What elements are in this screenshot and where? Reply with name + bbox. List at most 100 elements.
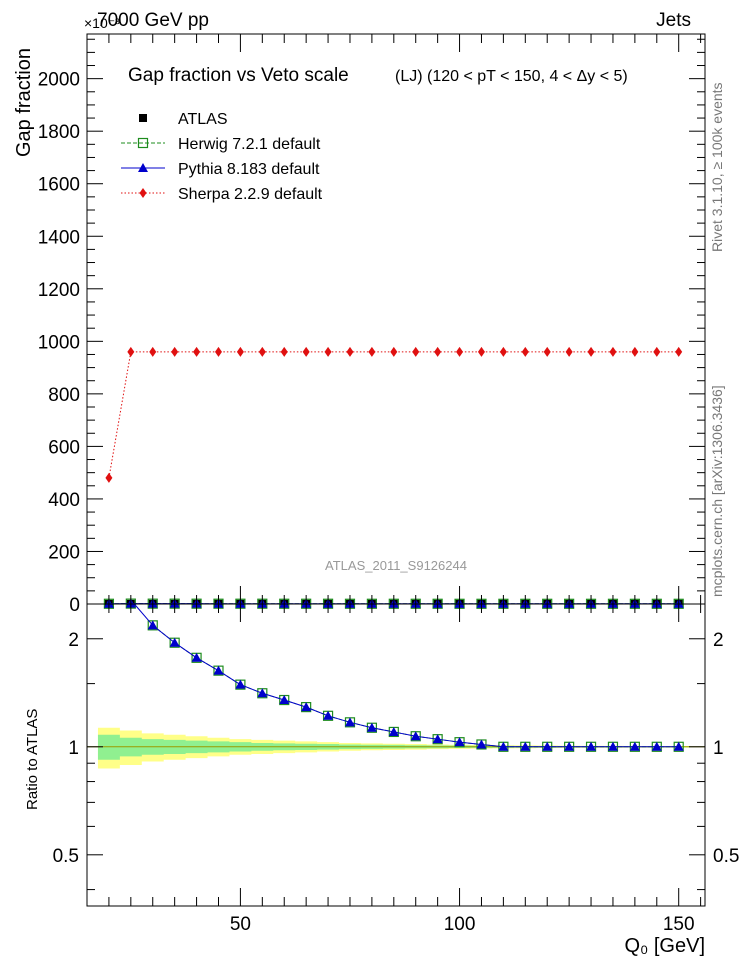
main-y-axis-label: Gap fraction <box>13 48 35 157</box>
category-label: Jets <box>656 10 691 31</box>
main-point-sherpa <box>346 346 354 357</box>
main-y-tick-label: 1000 <box>38 332 80 353</box>
ratio-y-axis-label: Ratio to ATLAS <box>24 709 41 810</box>
x-tick-label: 100 <box>444 914 476 935</box>
mcplots-side-label: mcplots.cern.ch [arXiv:1306.3436] <box>709 385 725 597</box>
main-point-sherpa <box>171 346 179 357</box>
main-point-sherpa <box>609 346 617 357</box>
main-point-sherpa <box>653 346 661 357</box>
analysis-watermark: ATLAS_2011_S9126244 <box>325 558 467 573</box>
main-point-sherpa <box>127 346 135 357</box>
main-y-tick-label: 1200 <box>38 280 80 301</box>
exponent-label: ×10⁻³ <box>84 15 120 31</box>
ratio-point-pythia <box>542 741 553 751</box>
ratio-line-pythia-clip <box>133 603 154 626</box>
ratio-y-tick-label-right: 0.5 <box>713 846 739 867</box>
ratio-point-pythia <box>235 679 246 689</box>
main-point-sherpa <box>675 346 683 357</box>
main-point-sherpa <box>587 346 595 357</box>
ratio-point-pythia <box>673 741 684 751</box>
ratio-point-pythia <box>564 741 575 751</box>
main-point-sherpa <box>434 346 442 357</box>
main-point-sherpa <box>631 346 639 357</box>
x-tick-label: 50 <box>230 914 251 935</box>
main-point-sherpa <box>236 346 244 357</box>
main-point-sherpa <box>565 346 573 357</box>
main-point-sherpa <box>214 346 222 357</box>
rivet-side-label: Rivet 3.1.10, ≥ 100k events <box>709 82 725 252</box>
main-point-sherpa <box>105 472 113 483</box>
main-point-sherpa <box>499 346 507 357</box>
ratio-point-pythia <box>323 710 334 720</box>
ratio-point-pythia <box>476 739 487 749</box>
main-point-sherpa <box>324 346 332 357</box>
axis-ticks: 0 200 400 600 800 1000 1200 1400 1600 1800 2000 0.5… <box>38 34 739 935</box>
ratio-point-pythia <box>169 637 180 647</box>
ratio-point-pythia <box>410 731 421 741</box>
ratio-y-tick-label-right: 2 <box>713 630 724 651</box>
legend-marker-atlas <box>139 114 147 122</box>
main-point-sherpa <box>193 346 201 357</box>
main-y-tick-label: 1600 <box>38 175 80 196</box>
ratio-point-pythia <box>344 717 355 727</box>
main-point-sherpa <box>543 346 551 357</box>
ratio-plot-frame <box>86 603 706 907</box>
ratio-point-pythia <box>388 726 399 736</box>
main-point-sherpa <box>412 346 420 357</box>
legend-marker-sherpa <box>139 188 147 198</box>
legend-marker-herwig <box>137 137 149 149</box>
main-point-sherpa <box>258 346 266 357</box>
chart-subtitle: (LJ) (120 < pT < 150, 4 < Δy < 5) <box>395 68 628 85</box>
ratio-point-pythia <box>279 695 290 705</box>
main-point-sherpa <box>302 346 310 357</box>
legend-label-pythia: Pythia 8.183 default <box>178 161 320 178</box>
ratio-point-pythia <box>213 665 224 675</box>
x-tick-label: 150 <box>663 914 695 935</box>
main-point-sherpa <box>149 346 157 357</box>
ratio-point-pythia <box>257 688 268 698</box>
ratio-point-pythia <box>586 741 597 751</box>
ratio-y-tick-label: 2 <box>68 630 79 651</box>
x-axis-label: Q₀ [GeV] <box>624 935 705 957</box>
main-point-sherpa <box>521 346 529 357</box>
main-point-sherpa <box>456 346 464 357</box>
ratio-point-pythia <box>301 702 312 712</box>
main-point-sherpa <box>390 346 398 357</box>
main-point-sherpa <box>477 346 485 357</box>
main-y-tick-label: 800 <box>48 385 80 406</box>
main-y-tick-label: 600 <box>48 437 80 458</box>
legend-label-sherpa: Sherpa 2.2.9 default <box>178 186 323 203</box>
main-y-tick-label: 1800 <box>38 122 80 143</box>
legend-label-herwig: Herwig 7.2.1 default <box>178 136 321 153</box>
main-point-sherpa <box>368 346 376 357</box>
ratio-line-pythia <box>152 624 679 748</box>
main-y-tick-label: 2000 <box>38 70 80 91</box>
ratio-point-pythia <box>366 722 377 732</box>
ratio-point-pythia <box>520 741 531 751</box>
ratio-band-inner <box>97 734 690 760</box>
legend: ATLAS Herwig 7.2.1 default Pythia 8.183 de… <box>121 111 323 203</box>
legend-marker-pythia <box>138 163 148 172</box>
energy-label: 7000 GeV pp <box>97 10 209 31</box>
ratio-point-pythia <box>498 741 509 751</box>
ratio-line-herwig <box>152 624 679 748</box>
ratio-point-pythia <box>651 741 662 751</box>
ratio-point-pythia <box>191 652 202 662</box>
ratio-point-pythia <box>629 741 640 751</box>
main-y-tick-label: 400 <box>48 490 80 511</box>
main-y-tick-label: 0 <box>69 595 80 616</box>
ratio-point-pythia <box>454 737 465 747</box>
main-line-sherpa <box>108 351 679 479</box>
chart-title: Gap fraction vs Veto scale <box>128 65 349 86</box>
main-point-sherpa <box>280 346 288 357</box>
ratio-point-pythia <box>432 734 443 744</box>
ratio-uncertainty-bands <box>97 727 690 769</box>
main-y-tick-label: 200 <box>48 542 80 563</box>
ratio-y-tick-label-right: 1 <box>713 738 724 759</box>
ratio-y-tick-label: 1 <box>68 738 79 759</box>
data-series <box>103 346 684 752</box>
legend-label-atlas: ATLAS <box>178 111 228 128</box>
ratio-y-tick-label: 0.5 <box>53 846 79 867</box>
